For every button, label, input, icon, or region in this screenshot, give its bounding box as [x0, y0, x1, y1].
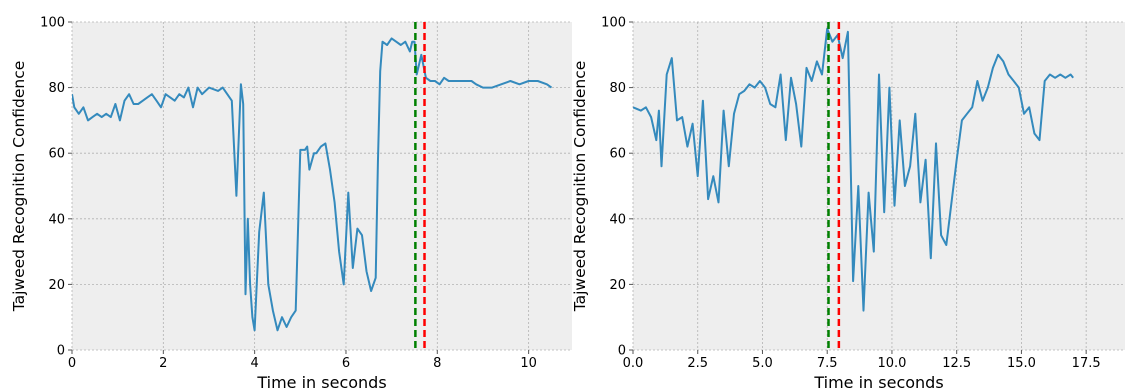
x-axis-label: Time in seconds: [813, 373, 943, 392]
x-tick-label: 0: [68, 356, 76, 371]
x-tick-label: 2.5: [687, 356, 708, 371]
y-tick-label: 80: [48, 81, 65, 96]
x-tick-label: 7.5: [817, 356, 838, 371]
y-tick-label: 100: [601, 16, 626, 31]
confidence-series-line: [633, 27, 1074, 312]
plot-background: [72, 22, 572, 350]
y-tick-label: 80: [609, 81, 626, 96]
y-tick-label: 60: [48, 147, 65, 162]
x-tick-label: 4: [251, 356, 259, 371]
y-tick-label: 40: [609, 212, 626, 227]
y-tick-label: 60: [609, 147, 626, 162]
plot-area: [72, 22, 553, 350]
x-tick-label: 5.0: [752, 356, 773, 371]
confidence-series-line: [72, 37, 553, 332]
x-tick-label: 10.0: [877, 356, 906, 371]
chart-panel-2: 0.0 2.5 5.0 7.5 10.0 12.5 15.0 17.5 0 20 40 60 80 100…: [571, 16, 1125, 392]
y-tick-label: 40: [48, 212, 65, 227]
plot-area: [633, 22, 1074, 350]
x-axis-label: Time in seconds: [256, 373, 386, 392]
y-tick-label: 20: [48, 278, 65, 293]
x-tick-label: 2: [159, 356, 167, 371]
y-axis-label: Tajweed Recognition Confidence: [571, 61, 589, 313]
y-tick-label: 100: [40, 16, 65, 31]
x-tick-label: 6: [342, 356, 350, 371]
x-tick-label: 10: [520, 356, 537, 371]
y-tick-label: 0: [57, 344, 65, 359]
x-tick-label: 15.0: [1007, 356, 1036, 371]
x-tick-label: 0.0: [623, 356, 644, 371]
x-tick-label: 17.5: [1072, 356, 1101, 371]
y-tick-label: 20: [609, 278, 626, 293]
y-axis-label: Tajweed Recognition Confidence: [10, 61, 28, 313]
x-tick-label: 8: [433, 356, 441, 371]
x-tick-label: 12.5: [942, 356, 971, 371]
y-tick-label: 0: [618, 344, 626, 359]
